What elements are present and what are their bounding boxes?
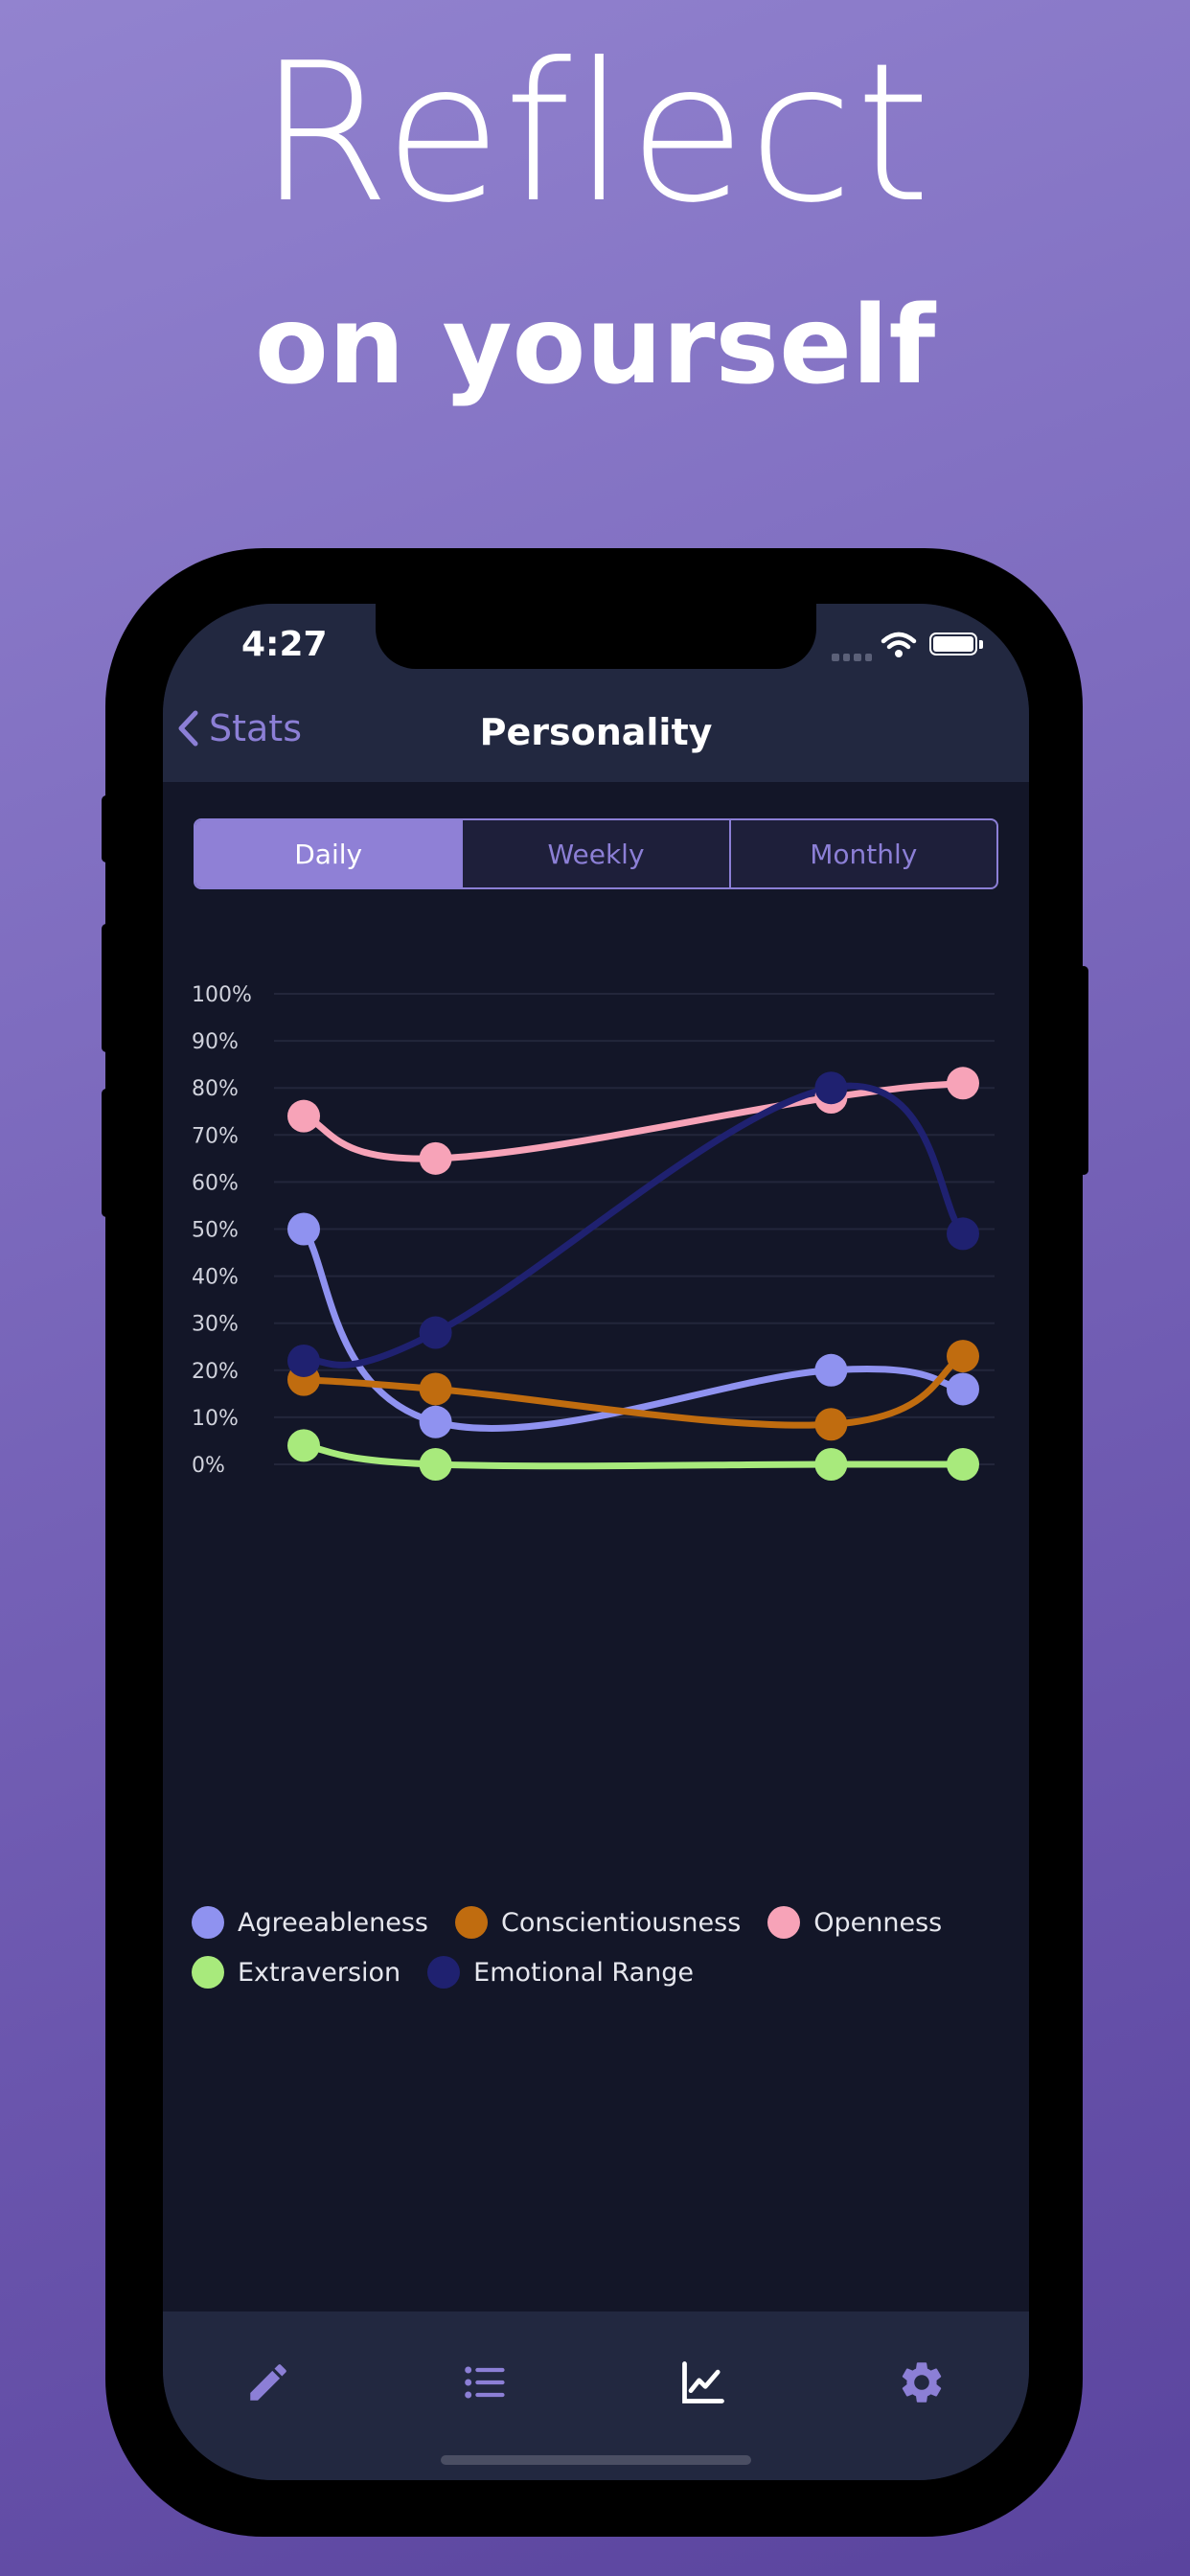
data-point-agreeableness[interactable] [814,1353,848,1387]
segment-daily[interactable]: Daily [195,820,462,887]
data-point-extraversion[interactable] [287,1429,320,1462]
series-line-extraversion [300,1441,967,1470]
chart-icon [682,2361,724,2404]
legend-row: Agreeableness Conscientiousness Openness [192,1898,1016,1947]
chevron-left-icon [178,710,198,747]
data-point-extraversion[interactable] [947,1448,979,1481]
legend-label: Openness [813,1907,943,1938]
y-tick-label: 80% [192,1077,239,1101]
legend-swatch [192,1956,224,1989]
pencil-icon [250,2364,286,2401]
phone-screen: 4:27 Stats Personality Daily Weekly Mont… [163,604,1029,2480]
data-point-extraversion[interactable] [814,1448,848,1481]
y-tick-label: 90% [192,1030,239,1054]
list-icon [465,2366,505,2399]
y-tick-label: 0% [192,1454,225,1478]
personality-line-chart: 0%10%20%30%40%50%60%70%80%90%100%WedThuF… [192,983,995,1481]
legend-row: Extraversion Emotional Range [192,1947,1016,1997]
data-point-openness[interactable] [419,1141,452,1175]
navigation-bar: Stats Personality [163,690,1029,782]
data-point-conscientiousness[interactable] [419,1372,452,1406]
series-line-agreeableness [300,1226,967,1432]
data-point-agreeableness[interactable] [287,1212,320,1246]
y-tick-label: 50% [192,1219,239,1243]
mute-switch [102,795,111,862]
series-line-openness [300,1079,967,1162]
data-point-openness[interactable] [287,1099,320,1133]
power-button [1079,966,1088,1175]
legend-swatch [192,1906,224,1939]
series-line-emotional-range [300,1082,967,1368]
page-title: Personality [479,711,713,753]
tab-bar [163,2312,1029,2480]
series-line-conscientiousness [300,1352,967,1429]
legend-swatch [455,1906,488,1939]
y-tick-label: 100% [192,983,252,1007]
legend-label: Extraversion [238,1957,401,1988]
data-point-emotional-range[interactable] [419,1316,452,1349]
chart-legend: Agreeableness Conscientiousness Openness Ex… [192,1898,1016,1997]
y-tick-label: 60% [192,1171,239,1195]
data-point-conscientiousness[interactable] [947,1340,979,1373]
data-point-emotional-range[interactable] [287,1344,320,1377]
legend-item-openness[interactable]: Openness [767,1906,942,1939]
promo-subtitle: on yourself [254,284,936,408]
data-point-extraversion[interactable] [419,1448,452,1481]
legend-label: Conscientiousness [501,1907,742,1938]
tab-journal[interactable] [240,2354,297,2411]
gear-icon [902,2362,942,2403]
status-time: 4:27 [241,625,328,664]
tab-entries[interactable] [456,2354,514,2411]
y-tick-label: 70% [192,1124,239,1148]
data-point-emotional-range[interactable] [814,1071,848,1105]
back-label: Stats [209,707,303,749]
y-tick-label: 30% [192,1313,239,1337]
volume-up-button [102,924,111,1052]
data-point-openness[interactable] [947,1067,979,1100]
battery-icon [929,632,977,656]
legend-item-emotional-range[interactable]: Emotional Range [427,1956,694,1989]
wifi-icon [881,632,917,657]
data-point-conscientiousness[interactable] [814,1408,848,1441]
battery-tip [979,640,983,649]
signal-icon [832,654,872,661]
tab-settings[interactable] [893,2354,950,2411]
legend-label: Emotional Range [473,1957,694,1988]
back-button[interactable]: Stats [176,707,302,749]
notch [376,604,816,669]
legend-label: Agreeableness [238,1907,428,1938]
segment-weekly[interactable]: Weekly [461,820,728,887]
y-tick-label: 40% [192,1266,239,1290]
status-bar: 4:27 [163,604,1029,690]
data-point-emotional-range[interactable] [947,1217,979,1251]
segment-monthly[interactable]: Monthly [728,820,996,887]
legend-item-extraversion[interactable]: Extraversion [192,1956,400,1989]
legend-swatch [427,1956,461,1989]
tab-stats[interactable] [675,2354,732,2411]
promo-title: Reflect [257,22,933,245]
volume-down-button [102,1089,111,1217]
y-tick-label: 20% [192,1360,239,1384]
legend-item-agreeableness[interactable]: Agreeableness [192,1906,428,1939]
period-segmented-control: Daily Weekly Monthly [194,818,998,889]
home-indicator [441,2455,751,2465]
legend-swatch [767,1906,801,1939]
data-point-agreeableness[interactable] [947,1372,979,1406]
legend-item-conscientiousness[interactable]: Conscientiousness [455,1906,741,1939]
y-tick-label: 10% [192,1407,239,1431]
data-point-agreeableness[interactable] [419,1405,452,1438]
